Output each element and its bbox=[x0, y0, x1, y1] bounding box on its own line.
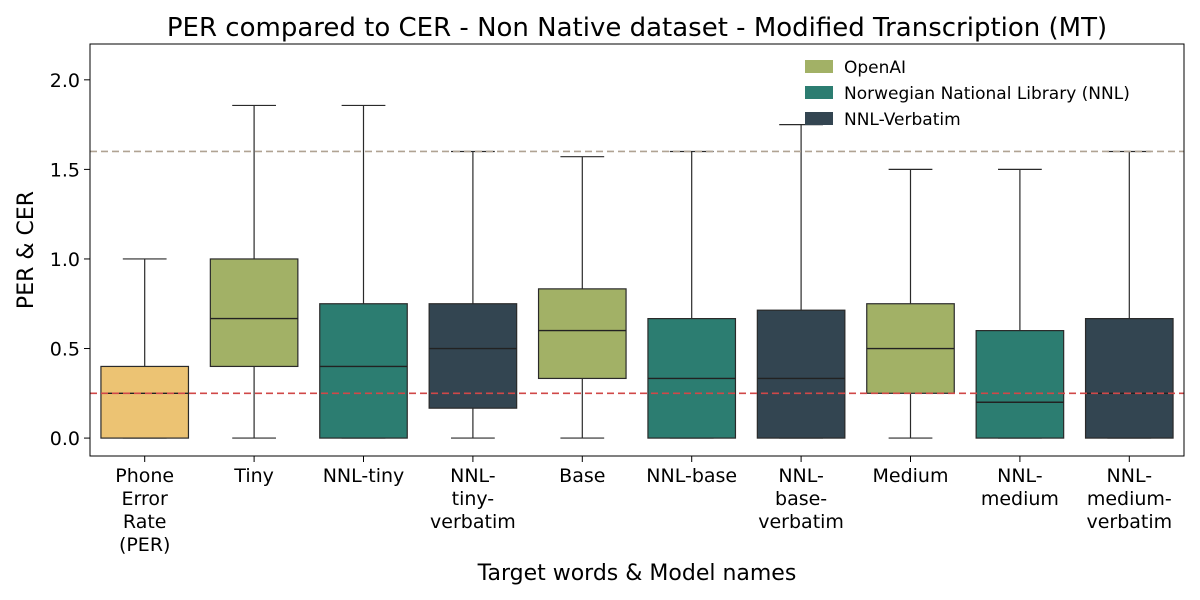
x-tick-label: Medium bbox=[873, 465, 949, 487]
x-tick-label: NNL-tiny-verbatim bbox=[430, 465, 516, 533]
box-iqr bbox=[319, 303, 408, 439]
legend: OpenAI Norwegian National Library (NNL) NN… bbox=[805, 58, 1130, 130]
x-tick-label-line: NNL- bbox=[450, 465, 496, 487]
x-tick-label-line: NNL-tiny bbox=[323, 465, 405, 487]
box-iqr bbox=[537, 288, 627, 380]
box-iqr bbox=[100, 365, 190, 439]
x-tick-label-line: Medium bbox=[873, 465, 949, 487]
chart-title: PER compared to CER - Non Native dataset… bbox=[167, 13, 1107, 43]
y-tick-label: 0.5 bbox=[50, 339, 80, 361]
legend-swatch bbox=[805, 112, 833, 125]
box-group bbox=[209, 104, 299, 439]
box-group bbox=[866, 168, 955, 439]
x-tick-label: Phone Error Rate (PER) bbox=[115, 465, 174, 556]
x-tick-label-line: (PER) bbox=[119, 534, 171, 556]
x-tick-label-line: NNL- bbox=[1107, 465, 1153, 487]
box-group bbox=[975, 168, 1065, 439]
x-tick-label-line: Tiny bbox=[233, 465, 274, 487]
x-tick-label: NNL-medium bbox=[981, 465, 1059, 510]
legend-label: OpenAI bbox=[844, 58, 906, 78]
x-tick-label-line: NNL- bbox=[997, 465, 1043, 487]
legend-swatch bbox=[805, 86, 833, 99]
x-tick-label: Tiny bbox=[233, 465, 274, 487]
plot-area: 0.0 0.5 1.0 1.5 2.0 Phone Error Rate (PER) Tiny NN… bbox=[50, 70, 1184, 556]
x-tick-label-line: base- bbox=[775, 488, 827, 510]
box-group bbox=[647, 150, 737, 439]
x-tick-label-line: Base bbox=[559, 465, 605, 487]
box-iqr bbox=[975, 330, 1065, 439]
y-tick-label: 1.5 bbox=[50, 159, 80, 181]
box-iqr bbox=[756, 309, 846, 439]
x-tick-label-line: verbatim bbox=[430, 511, 516, 533]
x-axis-label: Target words & Model names bbox=[477, 561, 797, 586]
x-tick-label-line: Rate bbox=[123, 511, 167, 533]
box-iqr bbox=[209, 258, 299, 368]
x-tick-label: NNL-tiny bbox=[323, 465, 405, 487]
box-group bbox=[100, 258, 190, 439]
y-tick-label: 2.0 bbox=[50, 70, 80, 92]
x-tick-label: Base bbox=[559, 465, 605, 487]
box-group bbox=[319, 104, 408, 439]
y-tick-label: 0.0 bbox=[50, 428, 80, 450]
x-tick-label-line: medium- bbox=[1087, 488, 1172, 510]
x-tick-label-line: verbatim bbox=[1086, 511, 1172, 533]
box-iqr bbox=[428, 303, 518, 409]
box-group bbox=[537, 156, 627, 439]
box-iqr bbox=[1084, 318, 1174, 439]
plot-frame bbox=[89, 43, 1185, 457]
x-tick-label-line: NNL-base bbox=[646, 465, 737, 487]
y-axis-label: PER & CER bbox=[14, 191, 39, 309]
x-tick-label-line: medium bbox=[981, 488, 1059, 510]
x-tick-label: NNL-base-verbatim bbox=[758, 465, 844, 533]
x-tick-label: NNL-base bbox=[646, 465, 737, 487]
box-group bbox=[428, 150, 518, 439]
x-tick-label-line: verbatim bbox=[758, 511, 844, 533]
x-tick-label-line: Error bbox=[122, 488, 169, 510]
legend-label: NNL-Verbatim bbox=[844, 110, 961, 130]
x-tick-label-line: NNL- bbox=[778, 465, 824, 487]
x-tick-label: NNL-medium-verbatim bbox=[1086, 465, 1172, 533]
y-tick-label: 1.0 bbox=[50, 249, 80, 271]
x-tick-label-line: tiny- bbox=[452, 488, 495, 510]
x-tick-label-line: Phone bbox=[115, 465, 174, 487]
box-group bbox=[1084, 150, 1174, 439]
box-group bbox=[756, 124, 846, 439]
legend-swatch bbox=[805, 60, 833, 73]
legend-label: Norwegian National Library (NNL) bbox=[844, 84, 1130, 104]
